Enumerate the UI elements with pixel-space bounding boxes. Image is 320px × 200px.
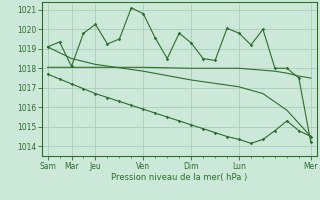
X-axis label: Pression niveau de la mer( hPa ): Pression niveau de la mer( hPa ) xyxy=(111,173,247,182)
